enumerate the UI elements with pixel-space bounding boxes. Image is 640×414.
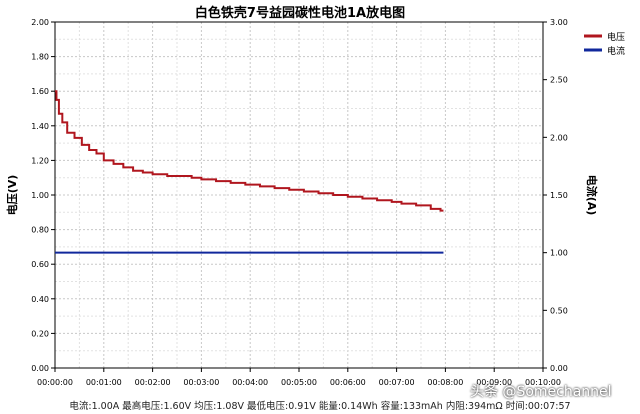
- legend-label: 电压: [607, 31, 625, 43]
- right-tick-label: 1.00: [550, 249, 568, 258]
- right-tick-label: 3.00: [550, 18, 568, 27]
- x-tick-label: 00:09:00: [476, 378, 512, 387]
- right-tick-label: 2.00: [550, 133, 568, 142]
- right-axis: 0.00 0.50 1.00 1.50 2.00 2.50 3.00: [543, 18, 568, 373]
- watermark: 头条 @Somechannel: [470, 384, 612, 400]
- right-tick-label: 2.50: [550, 76, 568, 85]
- left-tick-label: 0.20: [31, 329, 49, 338]
- left-axis: 0.00 0.20 0.40 0.60 0.80 1.00 1.20 1.40 1.60 1.80…: [31, 18, 55, 373]
- left-tick-label: 2.00: [31, 18, 49, 27]
- left-tick-label: 1.80: [31, 53, 49, 62]
- left-tick-label: 1.20: [31, 156, 49, 165]
- left-tick-label: 0.00: [31, 364, 49, 373]
- left-tick-label: 1.60: [31, 87, 49, 96]
- right-tick-label: 0.00: [550, 364, 568, 373]
- series-layer: [55, 90, 444, 254]
- left-tick-label: 0.80: [31, 226, 49, 235]
- x-tick-label: 00:03:00: [183, 378, 219, 387]
- x-tick-label: 00:07:00: [379, 378, 415, 387]
- stats-footer: 电流:1.00A 最高电压:1.60V 均压:1.08V 最低电压:0.91V …: [69, 401, 571, 412]
- left-tick-label: 1.00: [31, 191, 49, 200]
- right-axis-label: 电流(A): [585, 175, 599, 216]
- x-tick-label: 00:05:00: [281, 378, 317, 387]
- left-tick-label: 0.60: [31, 260, 49, 269]
- x-axis: 00:00:00 00:01:00 00:02:00 00:03:00 00:04:00…: [37, 368, 561, 387]
- chart-title: 白色铁壳7号益园碳性电池1A放电图: [195, 5, 405, 21]
- legend-label: 电流: [607, 45, 625, 57]
- right-tick-label: 1.50: [550, 191, 568, 200]
- right-tick-label: 0.50: [550, 306, 568, 315]
- left-tick-label: 0.40: [31, 295, 49, 304]
- left-axis-label: 电压(V): [5, 175, 19, 216]
- x-tick-label: 00:06:00: [330, 378, 366, 387]
- grid: [54, 21, 544, 369]
- x-tick-label: 00:10:00: [525, 378, 561, 387]
- x-tick-label: 00:04:00: [232, 378, 268, 387]
- x-tick-label: 00:08:00: [427, 378, 463, 387]
- left-tick-label: 1.40: [31, 122, 49, 131]
- series-line-voltage: [55, 90, 444, 212]
- x-tick-label: 00:02:00: [135, 378, 171, 387]
- x-tick-label: 00:01:00: [86, 378, 122, 387]
- x-tick-label: 00:00:00: [37, 378, 73, 387]
